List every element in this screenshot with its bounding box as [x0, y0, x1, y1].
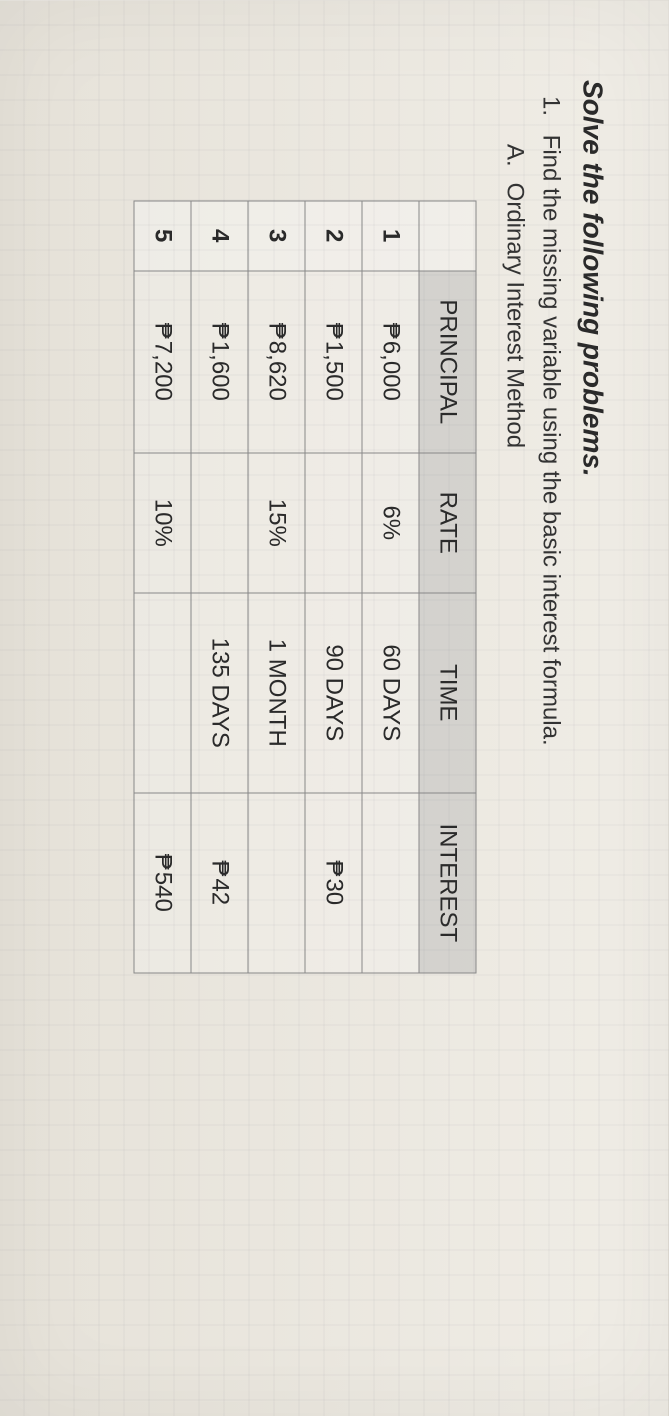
table-row: 21,500 90 DAYS30: [306, 201, 363, 973]
cell-interest: [249, 793, 306, 973]
question-line: 1. Find the missing variable using the b…: [537, 80, 565, 1336]
table-row: 16,0006%60 DAYS: [363, 201, 420, 973]
header-empty: [420, 201, 477, 271]
table-header-row: PRINCIPAL RATE TIME INTEREST: [420, 201, 477, 973]
cell-time: [135, 593, 192, 793]
cell-interest: 42: [192, 793, 249, 973]
cell-time: 1 MONTH: [249, 593, 306, 793]
cell-rate: 6%: [363, 453, 420, 593]
header-rate: RATE: [420, 453, 477, 593]
cell-principal: 1,600: [192, 271, 249, 453]
heading: Solve the following problems.: [577, 80, 609, 1336]
table-row: 57,20010% 540: [135, 201, 192, 973]
cell-time: 90 DAYS: [306, 593, 363, 793]
row-number: 5: [135, 201, 192, 271]
interest-table: PRINCIPAL RATE TIME INTEREST 16,0006%60 …: [134, 200, 477, 973]
subquestion-letter: A.: [501, 144, 529, 176]
cell-principal: 7,200: [135, 271, 192, 453]
header-principal: PRINCIPAL: [420, 271, 477, 453]
cell-principal: 8,620: [249, 271, 306, 453]
cell-interest: [363, 793, 420, 973]
cell-principal: 6,000: [363, 271, 420, 453]
subquestion-line: A. Ordinary Interest Method: [501, 80, 529, 1336]
table-row: 38,62015%1 MONTH: [249, 201, 306, 973]
cell-rate: 15%: [249, 453, 306, 593]
header-interest: INTEREST: [420, 793, 477, 973]
cell-interest: 540: [135, 793, 192, 973]
cell-principal: 1,500: [306, 271, 363, 453]
question-number: 1.: [537, 96, 565, 128]
table-row: 41,600 135 DAYS42: [192, 201, 249, 973]
cell-rate: [306, 453, 363, 593]
cell-rate: [192, 453, 249, 593]
cell-rate: 10%: [135, 453, 192, 593]
question-text: Find the missing variable using the basi…: [538, 135, 565, 746]
row-number: 4: [192, 201, 249, 271]
row-number: 3: [249, 201, 306, 271]
cell-time: 60 DAYS: [363, 593, 420, 793]
row-number: 1: [363, 201, 420, 271]
header-time: TIME: [420, 593, 477, 793]
cell-interest: 30: [306, 793, 363, 973]
cell-time: 135 DAYS: [192, 593, 249, 793]
row-number: 2: [306, 201, 363, 271]
table-body: 16,0006%60 DAYS21,50090 DAYS3038,62015%1…: [135, 201, 420, 973]
subquestion-text: Ordinary Interest Method: [502, 183, 529, 448]
